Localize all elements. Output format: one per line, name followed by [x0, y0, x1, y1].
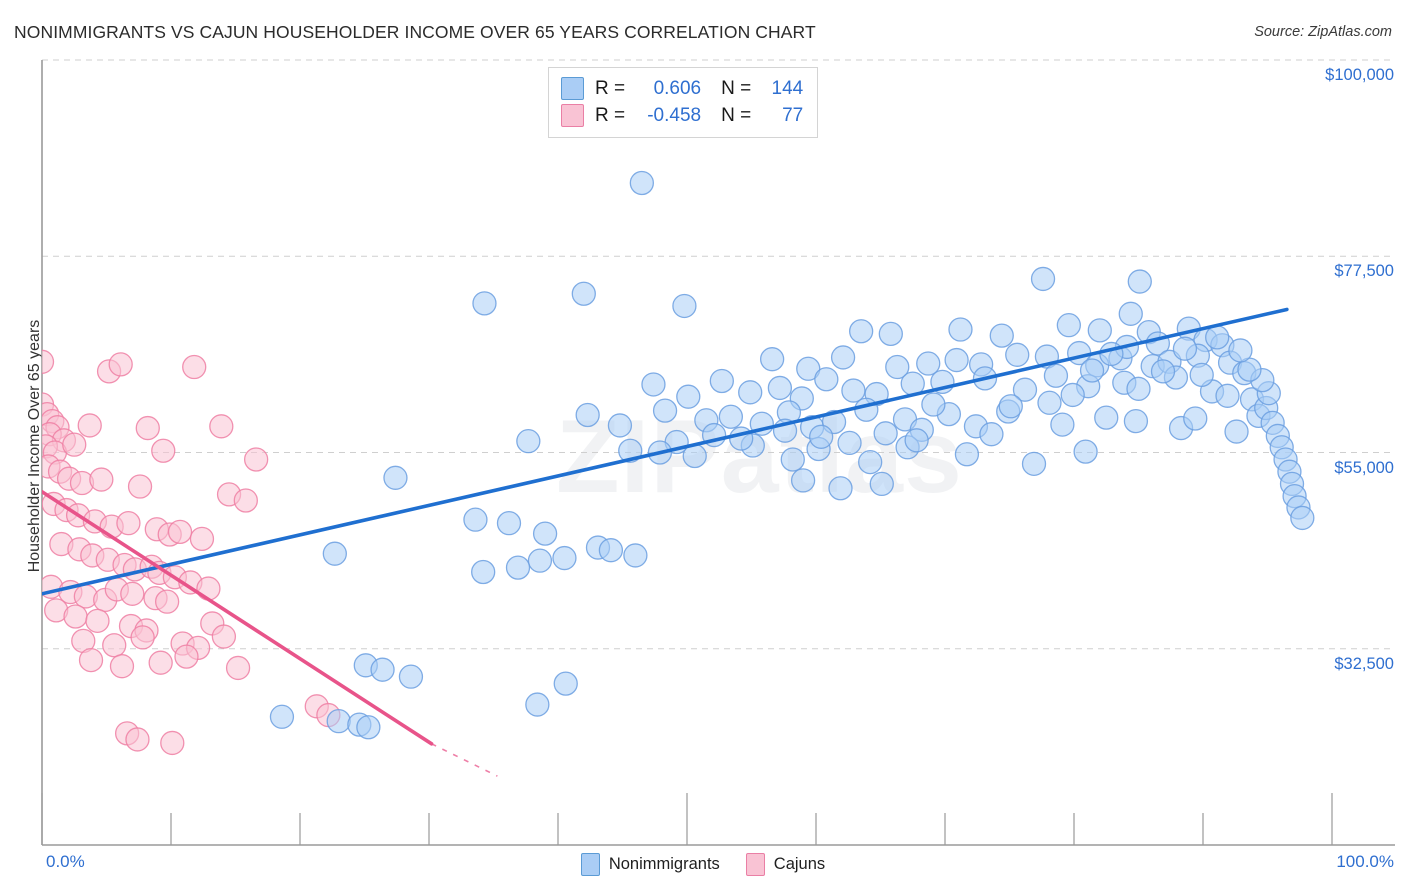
stats-row-nonimmigrants: R = 0.606 N = 144 [561, 75, 803, 102]
stats-r-label-cajuns: R = [595, 104, 626, 126]
stats-n-value-cajuns: 77 [782, 104, 804, 126]
y-axis-tick-0: $100,000 [1325, 66, 1394, 84]
stats-swatch-cajuns-icon [561, 104, 584, 127]
x-axis-tick-min: 0.0% [46, 852, 85, 871]
y-axis-tick-3: $32,500 [1334, 654, 1394, 673]
stats-swatch-nonimmigrants-icon [561, 77, 584, 100]
stats-r-value-cajuns: -0.458 [647, 104, 702, 126]
legend-label-nonimmigrants: Nonimmigrants [608, 855, 720, 873]
correlation-stats-legend: R = 0.606 N = 144 R = -0.458 N = 77 [548, 67, 819, 138]
source-attribution: Source: ZipAtlas.com [1254, 24, 1392, 40]
stats-n-label-cajuns: N = [721, 104, 752, 126]
legend-label-cajuns: Cajuns [773, 855, 826, 873]
scatter-series-nonimmigrants [269, 170, 1315, 740]
legend-item-nonimmigrants[interactable]: Nonimmigrants [580, 853, 720, 876]
legend-item-cajuns[interactable]: Cajuns [745, 853, 826, 876]
scatter-series-cajuns [42, 349, 341, 756]
y-axis-tick-1: $77,500 [1334, 262, 1394, 281]
legend-swatch-cajuns-icon [745, 853, 765, 876]
stats-r-label-nonimmigrants: R = [595, 77, 626, 99]
x-axis-tick-max: 100.0% [1336, 852, 1394, 871]
stats-row-cajuns: R = -0.458 N = 77 [561, 102, 803, 129]
stats-n-label-nonimmigrants: N = [721, 77, 752, 99]
y-axis-tick-2: $55,000 [1334, 458, 1394, 477]
stats-r-value-nonimmigrants: 0.606 [653, 77, 702, 99]
page-title: NONIMMIGRANTS VS CAJUN HOUSEHOLDER INCOM… [14, 22, 816, 42]
stats-n-value-nonimmigrants: 144 [771, 77, 804, 99]
series-legend: Nonimmigrants Cajuns [0, 853, 1406, 876]
legend-swatch-nonimmigrants-icon [580, 853, 600, 876]
